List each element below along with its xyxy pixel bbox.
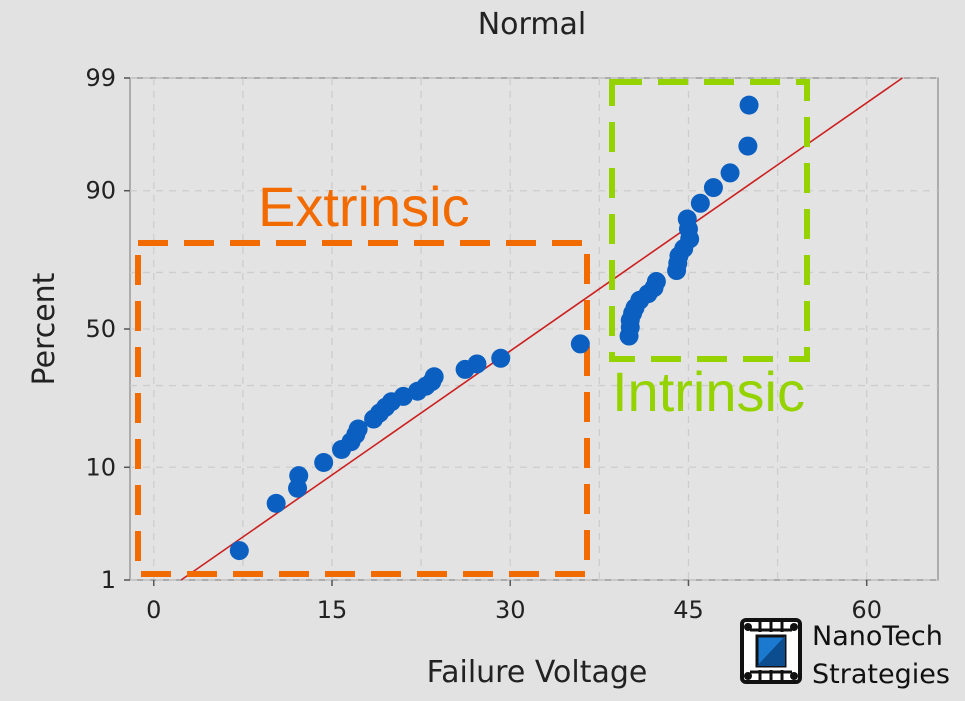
data-point bbox=[570, 334, 590, 354]
data-point bbox=[289, 466, 309, 486]
data-point bbox=[720, 163, 740, 183]
data-point bbox=[314, 452, 334, 472]
data-point bbox=[424, 367, 444, 387]
extrinsic-label: Extrinsic bbox=[258, 175, 470, 238]
x-tick-label: 60 bbox=[851, 596, 882, 624]
y-tick-label: 90 bbox=[85, 177, 116, 205]
data-point bbox=[646, 272, 666, 292]
data-point bbox=[690, 193, 710, 213]
x-tick-label: 15 bbox=[317, 596, 348, 624]
extrinsic-region-box bbox=[135, 240, 590, 577]
y-axis-ticks: 1 10 50 90 99 bbox=[85, 64, 130, 594]
data-point bbox=[266, 493, 286, 513]
intrinsic-region-box bbox=[609, 79, 810, 362]
brand-line-2: Strategies bbox=[812, 659, 950, 690]
x-tick-label: 30 bbox=[495, 596, 526, 624]
y-tick-label: 50 bbox=[85, 315, 116, 343]
x-axis-title: Failure Voltage bbox=[427, 655, 648, 690]
data-points bbox=[229, 95, 759, 561]
intrinsic-label: Intrinsic bbox=[612, 360, 805, 423]
data-point bbox=[491, 348, 511, 368]
x-tick-label: 45 bbox=[673, 596, 704, 624]
gridlines bbox=[130, 77, 938, 581]
y-tick-label: 10 bbox=[85, 453, 116, 481]
nanotech-logo: NanoTech Strategies bbox=[740, 618, 950, 690]
y-tick-label: 99 bbox=[85, 64, 116, 92]
data-point bbox=[739, 95, 759, 115]
data-point bbox=[348, 419, 368, 439]
x-tick-label: 0 bbox=[146, 596, 161, 624]
data-point bbox=[738, 136, 758, 156]
y-axis-title: Percent bbox=[27, 272, 62, 385]
x-axis-ticks: 0 15 30 45 60 bbox=[146, 580, 882, 624]
data-point bbox=[229, 541, 249, 561]
y-tick-label: 1 bbox=[101, 566, 116, 594]
chip-icon bbox=[740, 618, 802, 684]
brand-line-1: NanoTech bbox=[812, 621, 943, 652]
chart-title: Normal bbox=[478, 7, 587, 42]
data-point bbox=[467, 354, 487, 374]
data-point bbox=[393, 386, 413, 406]
data-point bbox=[703, 178, 723, 198]
data-point bbox=[677, 209, 697, 229]
